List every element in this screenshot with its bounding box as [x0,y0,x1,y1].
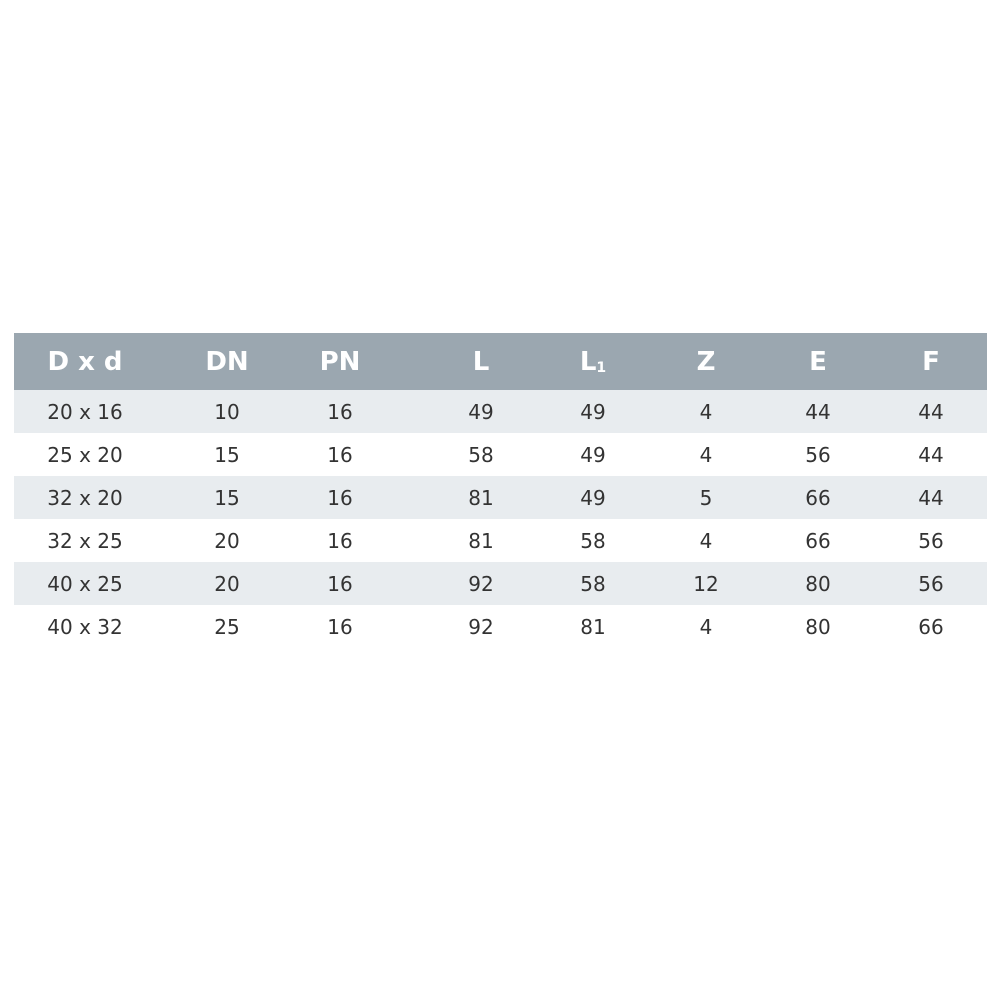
table-cell: 81 [468,528,494,553]
table-cell: 16 [327,442,353,467]
table-cell: 58 [580,528,606,553]
table-cell: 20 [214,528,240,553]
table-cell: 81 [580,614,606,639]
table-row: 40 x 32 25 16 92 81 4 80 66 [14,605,987,648]
table-cell: 32 x 25 [47,528,123,553]
table-cell: 80 [805,614,831,639]
table-cell: 56 [805,442,831,467]
table-cell: 58 [468,442,494,467]
table-row: 20 x 16 10 16 49 49 4 44 44 [14,390,987,433]
table-cell: 40 x 25 [47,571,123,596]
header-text: L [579,346,597,377]
table-cell: 4 [699,528,713,553]
table-cell: 49 [580,485,606,510]
table-cell: 16 [327,571,353,596]
table-cell: 56 [918,571,944,596]
header-cell: DN [205,346,249,377]
table-cell: 5 [699,485,713,510]
table-cell: 16 [327,399,353,424]
table-cell: 40 x 32 [47,614,123,639]
table-cell: 16 [327,528,353,553]
table-cell: 66 [805,485,831,510]
table-cell: 80 [805,571,831,596]
table-cell: 44 [805,399,831,424]
header-cell: L [472,346,490,377]
table-cell: 25 x 20 [47,442,123,467]
table-cell: 49 [580,442,606,467]
table-row: 40 x 25 20 16 92 58 12 80 56 [14,562,987,605]
table-cell: 15 [214,442,240,467]
table-cell: 92 [468,614,494,639]
header-cell: F [922,346,940,377]
header-subscript: 1 [596,359,607,376]
header-cell: E [809,346,827,377]
header-cell: PN [319,346,361,377]
table-cell: 20 x 16 [47,399,123,424]
table-cell: 49 [468,399,494,424]
table-cell: 44 [918,399,944,424]
table-cell: 44 [918,485,944,510]
table-cell: 4 [699,614,713,639]
table-cell: 16 [327,485,353,510]
table-cell: 92 [468,571,494,596]
table-cell: 66 [918,614,944,639]
table-cell: 12 [693,571,719,596]
table-cell: 10 [214,399,240,424]
table-cell: 81 [468,485,494,510]
table-cell: 49 [580,399,606,424]
table-row: 32 x 25 20 16 81 58 4 66 56 [14,519,987,562]
table-cell: 16 [327,614,353,639]
table-cell: 25 [214,614,240,639]
header-cell: Z [696,346,716,377]
table-cell: 56 [918,528,944,553]
header-row: D x d DN PN L L 1 Z E F [14,333,987,390]
table-cell: 32 x 20 [47,485,123,510]
table-cell: 20 [214,571,240,596]
table-cell: 66 [805,528,831,553]
table-cell: 58 [580,571,606,596]
table-cell: 4 [699,442,713,467]
table-cell: 4 [699,399,713,424]
header-cell: D x d [47,346,123,377]
table-cell: 15 [214,485,240,510]
table-row: 25 x 20 15 16 58 49 4 56 44 [14,433,987,476]
table-row: 32 x 20 15 16 81 49 5 66 44 [14,476,987,519]
table-cell: 44 [918,442,944,467]
